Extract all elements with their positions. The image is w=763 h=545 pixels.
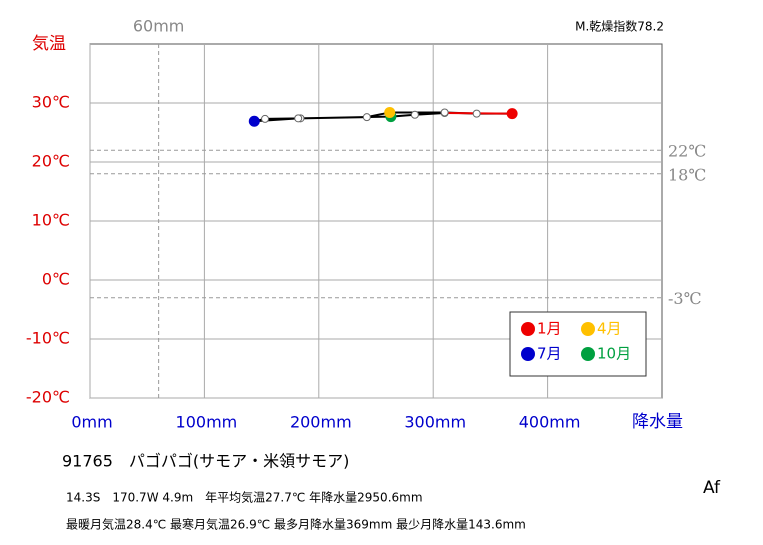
y-tick-label: 20℃ [32, 152, 70, 171]
y-tick-label: -20℃ [26, 388, 70, 407]
reference-label: 22℃ [668, 142, 706, 161]
legend-marker [581, 322, 595, 336]
y-axis-label: 気温 [32, 34, 66, 54]
legend-marker [521, 322, 535, 336]
info-line: 最暖月気温28.4℃ 最寒月気温26.9℃ 最多月降水量369mm 最少月降水量… [66, 517, 526, 532]
data-point [261, 114, 270, 123]
legend-label: 10月 [597, 345, 631, 363]
data-point [294, 114, 303, 123]
legend-marker [581, 347, 595, 361]
reference-label: 60mm [133, 17, 185, 36]
x-tick-label: 100mm [176, 413, 238, 432]
y-tick-label: 0℃ [42, 270, 70, 289]
x-tick-label: 400mm [519, 413, 581, 432]
x-axis-label: 降水量 [632, 412, 683, 432]
data-point [506, 108, 518, 120]
y-tick-label: -10℃ [26, 329, 70, 348]
x-tick-label: 0mm [71, 413, 112, 432]
legend-marker [521, 347, 535, 361]
legend-label: 4月 [597, 320, 622, 338]
data-point [472, 109, 481, 118]
y-tick-label: 10℃ [32, 211, 70, 230]
reference-label: -3℃ [668, 289, 701, 308]
data-point [440, 108, 449, 117]
data-point [362, 113, 371, 122]
data-point [410, 110, 419, 119]
legend-label: 1月 [537, 320, 562, 338]
data-point [384, 106, 396, 118]
station-name: 91765 パゴパゴ(サモア・米領サモア) [62, 452, 349, 471]
legend-label: 7月 [537, 345, 562, 363]
aridity-index: M.乾燥指数78.2 [575, 19, 664, 34]
data-point [248, 115, 260, 127]
y-tick-label: 30℃ [32, 93, 70, 112]
climate-class: Af [703, 478, 721, 498]
x-tick-label: 200mm [290, 413, 352, 432]
reference-label: 18℃ [668, 165, 706, 184]
info-line: 14.3S 170.7W 4.9m 年平均気温27.7℃ 年降水量2950.6m… [66, 490, 423, 505]
legend-box [509, 311, 647, 377]
x-tick-label: 300mm [404, 413, 466, 432]
